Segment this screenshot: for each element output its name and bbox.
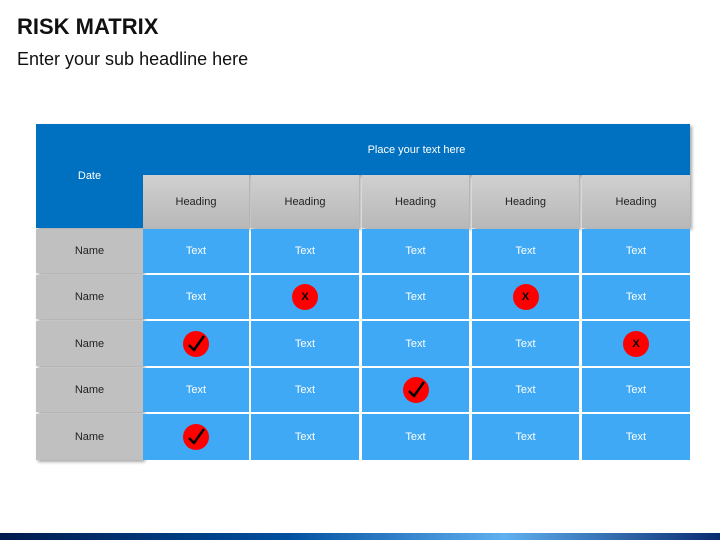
cell: Text (362, 321, 469, 366)
cell: Text (362, 414, 469, 460)
cell (362, 368, 469, 412)
column-heading: Heading (251, 175, 359, 228)
column-heading: Heading (472, 175, 579, 228)
row-name: Name (36, 275, 143, 319)
cell: Text (251, 229, 359, 273)
cell (143, 321, 249, 366)
check-icon (183, 330, 209, 357)
cell: Text (472, 414, 579, 460)
cell: X (582, 321, 690, 366)
x-icon: X (512, 284, 539, 310)
cell: Text (362, 229, 469, 273)
check-mark (188, 428, 206, 445)
cell: Text (251, 321, 359, 366)
check-icon (402, 377, 429, 403)
title: RISK MATRIX (17, 14, 159, 39)
row-name: Name (36, 414, 143, 460)
cell: Text (362, 275, 469, 319)
check-mark (407, 381, 425, 398)
cell: Text (582, 229, 690, 273)
footer-strip (0, 533, 720, 540)
column-heading: Heading (143, 175, 249, 228)
cell (143, 414, 249, 460)
subtitle: Enter your sub headline here (17, 49, 249, 69)
row-name: Name (36, 321, 143, 366)
cell: Text (143, 368, 249, 412)
x-icon: X (292, 284, 318, 310)
cell: Text (143, 275, 249, 319)
cell: Text (251, 368, 359, 412)
column-heading: Heading (362, 175, 469, 228)
cell: Text (472, 368, 579, 412)
cell: Text (251, 414, 359, 460)
x-icon: X (623, 330, 649, 357)
banner: Place your text here (143, 124, 690, 175)
cell: Text (472, 229, 579, 273)
row-name: Name (36, 229, 143, 273)
cell: Text (582, 368, 690, 412)
cell: X (251, 275, 359, 319)
cell: Text (472, 321, 579, 366)
cell: Text (582, 414, 690, 460)
cell: Text (582, 275, 690, 319)
column-heading: Heading (582, 175, 690, 228)
corner-cell: Date (36, 124, 143, 228)
check-icon (183, 424, 209, 450)
check-mark (188, 334, 206, 352)
cell: X (472, 275, 579, 319)
cell: Text (143, 229, 249, 273)
row-name: Name (36, 368, 143, 412)
